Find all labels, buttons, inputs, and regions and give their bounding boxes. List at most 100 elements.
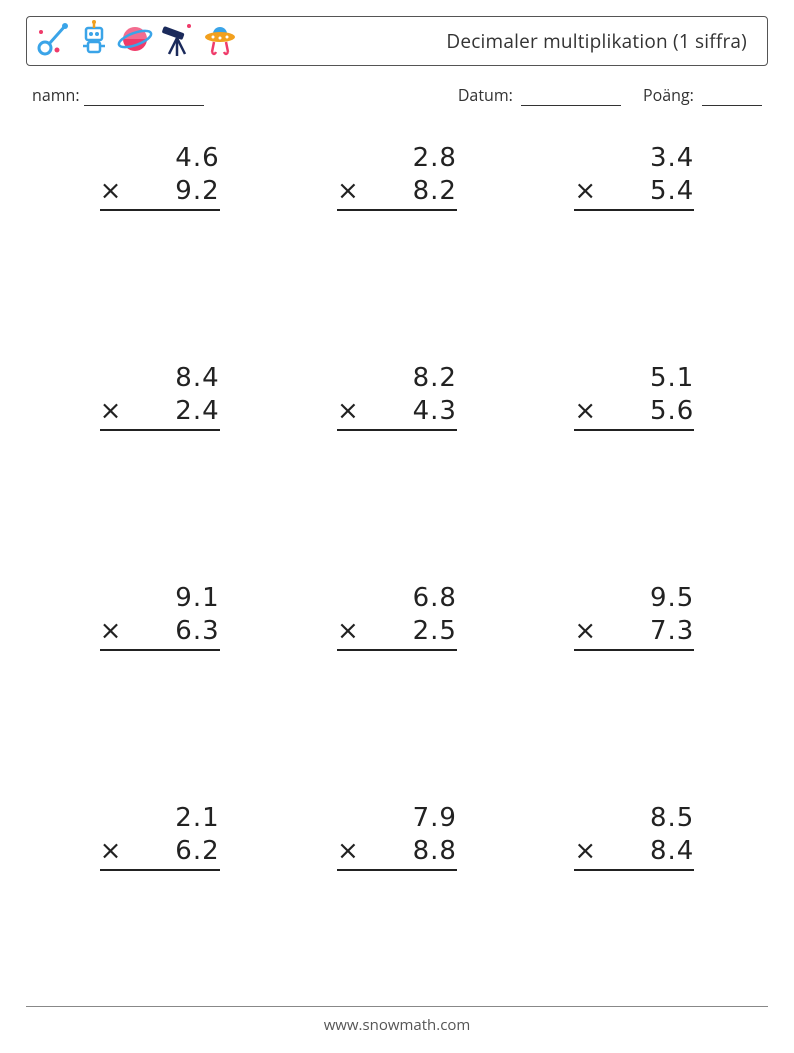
problem: 9.1× 6.3 [46,576,273,786]
multiplier: 5.4 [624,175,694,208]
operator: × [337,175,367,208]
problem: 4.6 × 9.2 [46,136,273,346]
meta-name: namn: [32,84,204,106]
multiplicand: 7.9 [387,802,457,835]
multiplicand-row: 8.2 [337,362,457,395]
multiplier-row: × 6.3 [100,615,220,652]
problem: 7.9 × 8.8 [283,796,510,1006]
problem-stack: 8.5 × 8.4 [574,802,694,871]
name-blank[interactable] [84,87,204,106]
problem-stack: 2.1 × 6.2 [100,802,220,871]
multiplicand: 2.8 [387,142,457,175]
meta-date: Datum: [458,84,621,106]
meta-row: namn: Datum: Poäng: [32,84,762,106]
operator: × [574,615,604,648]
multiplicand-row: 4.6 [100,142,220,175]
footer-divider [26,1006,768,1007]
multiplicand-row: 8.4 [100,362,220,395]
problem: 8.2 × 4.3 [283,356,510,566]
multiplicand: 8.2 [387,362,457,395]
multiplicand-row: 9.5 [574,582,694,615]
multiplier: 2.4 [150,395,220,428]
multiplier: 8.2 [387,175,457,208]
date-blank[interactable] [521,87,621,106]
problem: 3.4 × 5.4 [521,136,748,346]
robot-icon [77,20,111,63]
problem: 8.4 × 2.4 [46,356,273,566]
page: Decimaler multiplikation (1 siffra) namn… [0,0,794,1053]
operator: × [574,835,604,868]
problem: 5.1 × 5.6 [521,356,748,566]
multiplicand: 3.4 [624,142,694,175]
problem-stack: 9.5×7.3 [574,582,694,651]
operator: × [100,175,130,208]
problem: 2.8 × 8.2 [283,136,510,346]
operator: × [337,615,367,648]
multiplier: 4.3 [387,395,457,428]
date-label: Datum: [458,84,513,106]
problem: 2.1 × 6.2 [46,796,273,1006]
problem: 8.5 × 8.4 [521,796,748,1006]
operator: × [337,395,367,428]
multiplier-row: × 5.6 [574,395,694,432]
ufo-icon [201,20,239,63]
multiplier-row: × 5.4 [574,175,694,212]
multiplicand-row: 7.9 [337,802,457,835]
multiplicand: 6.8 [387,582,457,615]
problem-stack: 6.8 × 2.5 [337,582,457,651]
multiplicand: 8.5 [624,802,694,835]
multiplicand-row: 8.5 [574,802,694,835]
multiplicand-row: 3.4 [574,142,694,175]
multiplicand: 8.4 [150,362,220,395]
footer-text: www.snowmath.com [0,1015,794,1035]
multiplicand: 4.6 [150,142,220,175]
multiplicand: 2.1 [150,802,220,835]
multiplicand-row: 2.1 [100,802,220,835]
problem: 6.8 × 2.5 [283,576,510,786]
multiplier: 2.5 [387,615,457,648]
multiplier-row: × 8.2 [337,175,457,212]
header-box: Decimaler multiplikation (1 siffra) [26,16,768,66]
operator: × [337,835,367,868]
operator: × [574,395,604,428]
score-label: Poäng: [643,84,694,106]
problem-stack: 8.2 × 4.3 [337,362,457,431]
problem-stack: 9.1× 6.3 [100,582,220,651]
operator: × [100,395,130,428]
multiplier: 6.3 [150,615,220,648]
multiplicand-row: 2.8 [337,142,457,175]
multiplier-row: × 2.5 [337,615,457,652]
multiplier: 8.4 [624,835,694,868]
planet-icon [117,20,153,63]
multiplier-row: × 9.2 [100,175,220,212]
multiplicand: 9.5 [624,582,694,615]
operator: × [100,835,130,868]
header-icons [35,20,239,63]
problem-stack: 2.8 × 8.2 [337,142,457,211]
multiplicand-row: 6.8 [337,582,457,615]
multiplier: 8.8 [387,835,457,868]
operator: × [574,175,604,208]
multiplicand: 5.1 [624,362,694,395]
multiplier-row: × 8.4 [574,835,694,872]
operator: × [100,615,130,648]
multiplier-row: × 4.3 [337,395,457,432]
multiplier-row: × 6.2 [100,835,220,872]
telescope-icon [159,20,195,63]
score-blank[interactable] [702,87,762,106]
problem-stack: 5.1 × 5.6 [574,362,694,431]
problems-grid: 4.6×9.22.8×8.23.4×5.48.4×2.48.2×4.35.1×5… [26,136,768,1006]
problem-stack: 3.4 × 5.4 [574,142,694,211]
multiplier: 5.6 [624,395,694,428]
problem-stack: 8.4 × 2.4 [100,362,220,431]
name-label: namn: [32,84,80,106]
galaxy-icon [35,20,71,63]
multiplicand-row: 5.1 [574,362,694,395]
multiplicand-row: 9.1 [100,582,220,615]
multiplier-row: × 2.4 [100,395,220,432]
problem-stack: 7.9 × 8.8 [337,802,457,871]
meta-score: Poäng: [643,84,762,106]
multiplier: 9.2 [150,175,220,208]
multiplier: 6.2 [150,835,220,868]
problem-stack: 4.6 × 9.2 [100,142,220,211]
